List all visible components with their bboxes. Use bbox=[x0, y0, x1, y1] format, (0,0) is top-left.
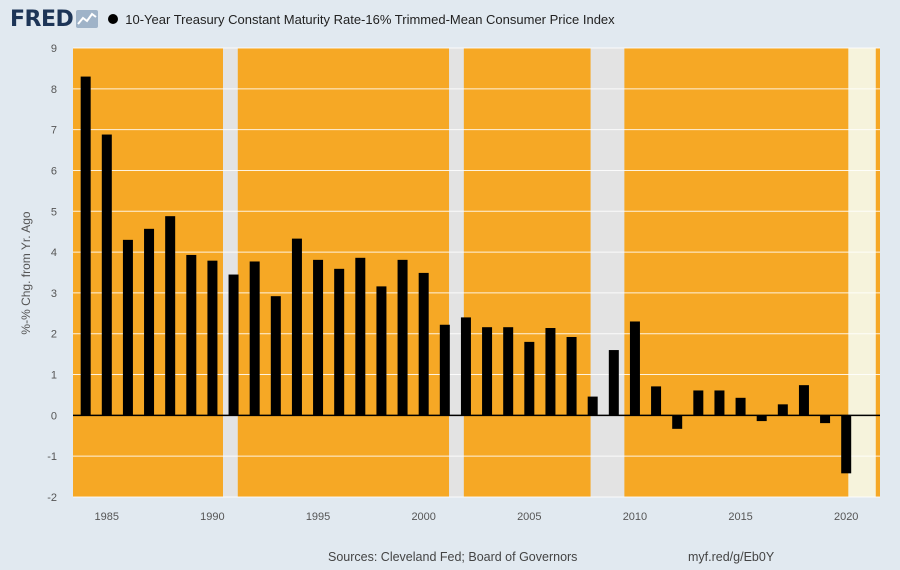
bar-1995[interactable] bbox=[313, 259, 324, 416]
recession-shading bbox=[222, 48, 238, 497]
bar-1996[interactable] bbox=[334, 268, 345, 416]
highlight-period-shading bbox=[848, 48, 876, 497]
y-tick-label: 5 bbox=[51, 206, 57, 218]
bar-1990[interactable] bbox=[207, 260, 218, 416]
bar-2011[interactable] bbox=[651, 386, 662, 416]
bar-1987[interactable] bbox=[144, 228, 155, 416]
legend-marker bbox=[108, 14, 119, 24]
recession-shading bbox=[590, 48, 625, 497]
y-tick-label: -2 bbox=[47, 492, 57, 504]
bar-1986[interactable] bbox=[122, 239, 133, 416]
x-tick-label: 2000 bbox=[411, 511, 435, 523]
x-tick-label: 1985 bbox=[95, 511, 119, 523]
bar-1997[interactable] bbox=[355, 257, 366, 416]
bar-2005[interactable] bbox=[524, 341, 535, 416]
bar-1998[interactable] bbox=[376, 286, 387, 416]
x-tick-label: 1990 bbox=[200, 511, 224, 523]
bar-1999[interactable] bbox=[397, 259, 408, 416]
x-tick-label: 2015 bbox=[728, 511, 752, 523]
bar-2006[interactable] bbox=[545, 328, 556, 416]
recession-shading bbox=[449, 48, 464, 497]
footer-sources: Sources: Cleveland Fed; Board of Governo… bbox=[328, 550, 578, 564]
bar-2009[interactable] bbox=[608, 350, 619, 416]
bar-2016[interactable] bbox=[756, 415, 767, 422]
bar-1991[interactable] bbox=[228, 274, 239, 416]
y-tick-label: 4 bbox=[51, 247, 57, 259]
bar-2019[interactable] bbox=[820, 415, 831, 424]
bar-2015[interactable] bbox=[735, 397, 746, 416]
y-tick-label: 6 bbox=[51, 165, 57, 177]
bar-2002[interactable] bbox=[460, 317, 471, 416]
x-tick-label: 2020 bbox=[834, 511, 858, 523]
bar-1993[interactable] bbox=[270, 296, 281, 416]
fred-logo[interactable]: FRED bbox=[10, 6, 74, 32]
bar-2017[interactable] bbox=[777, 404, 788, 416]
x-tick-label: 2010 bbox=[623, 511, 647, 523]
y-tick-label: 1 bbox=[51, 370, 57, 382]
x-tick-label: 1995 bbox=[306, 511, 330, 523]
y-tick-label: 2 bbox=[51, 329, 57, 341]
y-tick-label: 7 bbox=[51, 125, 57, 137]
chart: -2 -1 0 1 2 3 4 5 6 7 8 9 1985 1990 1995 2000 2005 2010 2… bbox=[19, 43, 880, 523]
bar-2008[interactable] bbox=[587, 396, 598, 416]
bar-1988[interactable] bbox=[165, 216, 176, 416]
bar-1985[interactable] bbox=[101, 134, 112, 416]
bar-1989[interactable] bbox=[186, 254, 197, 416]
bar-2001[interactable] bbox=[439, 324, 450, 416]
bar-2004[interactable] bbox=[503, 327, 514, 416]
bar-1994[interactable] bbox=[291, 238, 302, 416]
bar-2010[interactable] bbox=[629, 321, 640, 416]
bar-1984[interactable] bbox=[80, 76, 91, 416]
y-tick-label: 3 bbox=[51, 288, 57, 300]
y-axis-label: %-% Chg. from Yr. Ago bbox=[19, 211, 33, 334]
bar-2020[interactable] bbox=[841, 415, 852, 474]
bar-2007[interactable] bbox=[566, 336, 577, 416]
bar-2003[interactable] bbox=[482, 327, 493, 416]
y-tick-label: -1 bbox=[47, 451, 57, 463]
bar-2012[interactable] bbox=[672, 415, 683, 429]
bar-2013[interactable] bbox=[693, 390, 704, 416]
y-tick-label: 9 bbox=[51, 43, 57, 55]
bar-2018[interactable] bbox=[798, 385, 809, 416]
footer-link[interactable]: myf.red/g/Eb0Y bbox=[688, 550, 775, 564]
bar-2000[interactable] bbox=[418, 272, 429, 416]
bar-2014[interactable] bbox=[714, 390, 725, 416]
chart-header: FRED 10-Year Treasury Constant Maturity … bbox=[10, 6, 615, 32]
bar-1992[interactable] bbox=[249, 261, 260, 416]
legend-label: 10-Year Treasury Constant Maturity Rate-… bbox=[125, 11, 615, 27]
y-tick-label: 0 bbox=[51, 410, 57, 422]
x-tick-label: 2005 bbox=[517, 511, 541, 523]
y-tick-label: 8 bbox=[51, 84, 57, 96]
fred-graph-icon bbox=[76, 10, 99, 28]
